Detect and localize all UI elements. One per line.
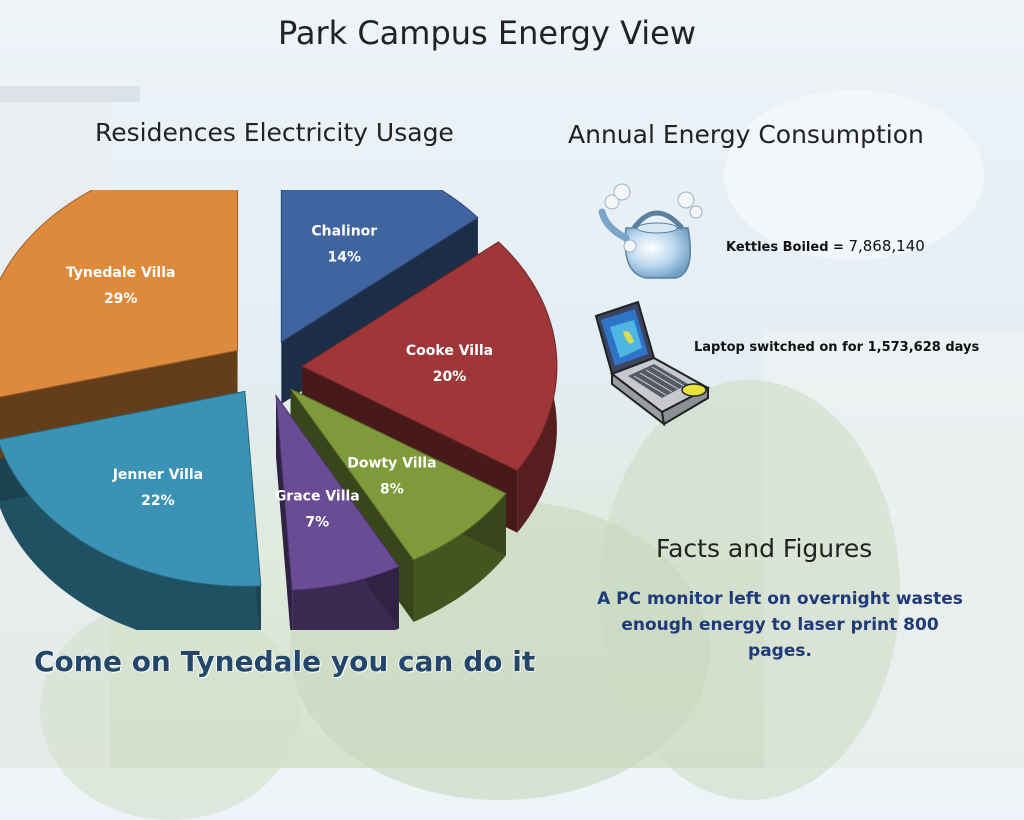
pie-label-jenner-villa: Jenner Villa xyxy=(112,467,203,483)
pie-value-cooke-villa: 20% xyxy=(433,369,467,385)
kettles-label: Kettles Boiled = xyxy=(726,240,849,255)
kettles-value: 7,868,140 xyxy=(848,237,925,255)
pie-label-tynedale-villa: Tynedale Villa xyxy=(66,265,176,281)
facts-body: A PC monitor left on overnight wastes en… xyxy=(597,589,963,661)
pie-slice-grace-villa xyxy=(275,393,400,591)
kettle-icon xyxy=(598,183,703,279)
energy-section-title: Annual Energy Consumption xyxy=(568,120,924,149)
pie-value-dowty-villa: 8% xyxy=(380,481,404,497)
pie-value-chalinor: 14% xyxy=(328,250,362,266)
pie-slice-tynedale-villa xyxy=(0,190,239,398)
pie-label-chalinor: Chalinor xyxy=(311,224,377,240)
pie-label-cooke-villa: Cooke Villa xyxy=(406,343,493,359)
pie-slice-cooke-villa xyxy=(300,241,558,472)
laptop-usage-text: Laptop switched on for 1,573,628 days xyxy=(694,340,980,355)
background-building-roof xyxy=(0,86,140,102)
pie-slice-chalinor xyxy=(280,190,479,343)
background-cloud xyxy=(724,90,984,260)
pie-label-grace-villa: Grace Villa xyxy=(275,488,360,504)
pie-slice-dowty-villa xyxy=(290,388,507,561)
pie-value-jenner-villa: 22% xyxy=(141,493,175,509)
electricity-pie-chart: Chalinor 14% Cooke Villa 20% Dowty Villa 8% Gr… xyxy=(0,190,558,630)
kettles-boiled-text: Kettles Boiled = 7,868,140 xyxy=(726,237,925,255)
pie-value-grace-villa: 7% xyxy=(305,514,329,530)
page-title: Park Campus Energy View xyxy=(277,14,697,52)
laptop-icon xyxy=(594,300,711,427)
pie-value-tynedale-villa: 29% xyxy=(104,291,138,307)
facts-title: Facts and Figures xyxy=(656,534,873,563)
chart-title: Residences Electricity Usage xyxy=(95,118,454,147)
slogan-text: Come on Tynedale you can do it xyxy=(34,645,536,678)
background-tree xyxy=(40,600,300,820)
pie-slice-jenner-villa xyxy=(0,390,262,587)
pie-label-dowty-villa: Dowty Villa xyxy=(347,455,436,471)
